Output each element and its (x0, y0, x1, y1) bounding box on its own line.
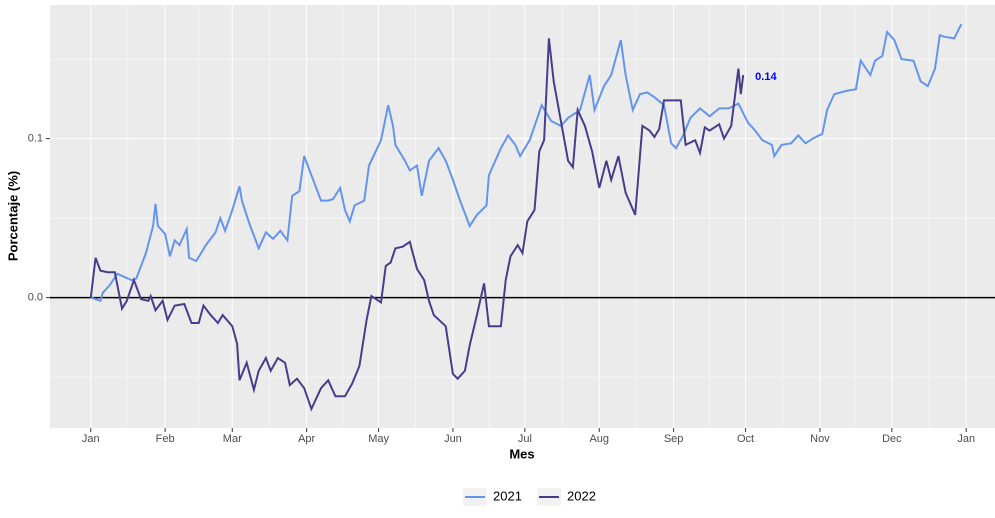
x-tick-label: Aug (589, 433, 609, 445)
annotation: 0.14 (755, 71, 777, 83)
x-tick-label: Jun (444, 433, 462, 445)
x-tick-label: Apr (298, 433, 315, 445)
x-tick-label: Feb (156, 433, 175, 445)
x-tick-label: Jul (518, 433, 532, 445)
x-tick-label: Oct (737, 433, 754, 445)
y-tick-label: 0.1 (28, 132, 43, 144)
x-axis-title: Mes (509, 446, 534, 461)
lines (50, 23, 995, 412)
legend: 2021 2022 (463, 488, 596, 506)
y-axis-title: Porcentaje (%) (5, 171, 20, 261)
legend-label: 2021 (493, 488, 522, 503)
x-tick-label: Dec (882, 433, 902, 445)
x-tick-label: Jan (82, 433, 100, 445)
panel (50, 5, 995, 428)
legend-label: 2022 (567, 488, 596, 503)
x-tick-label: May (368, 433, 389, 445)
x-tick-label: Mar (223, 433, 242, 445)
x-tick-label: Nov (810, 433, 830, 445)
y-tick-label: 0.0 (28, 292, 43, 304)
x-tick-label: Sep (664, 433, 684, 445)
series-line (89, 38, 745, 412)
series-line (90, 23, 963, 303)
x-tick-label: Jan (957, 433, 975, 445)
